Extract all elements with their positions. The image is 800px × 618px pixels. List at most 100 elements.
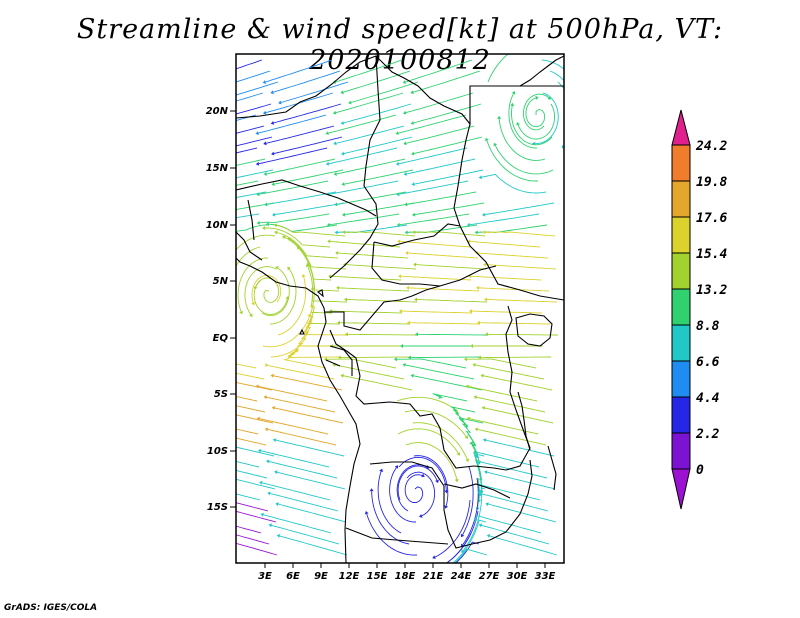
streamline-arrow	[476, 285, 480, 290]
streamline-arrow	[255, 131, 259, 135]
streamline	[267, 191, 337, 205]
colorbar-label: 13.2	[696, 283, 727, 298]
streamline-arrow	[379, 468, 383, 473]
streamline	[236, 202, 275, 210]
streamline-arrow	[535, 95, 539, 100]
streamline	[280, 81, 349, 103]
streamline	[508, 93, 538, 149]
streamline-arrow	[262, 80, 267, 84]
colorbar-label: 0	[696, 463, 704, 478]
lon-tick-label: 12E	[339, 571, 360, 582]
streamline	[236, 81, 279, 96]
streamline-arrow	[395, 161, 400, 166]
gabon-coast	[325, 345, 353, 376]
streamline-arrow	[474, 230, 478, 235]
streamline	[336, 125, 405, 144]
streamline	[274, 202, 345, 216]
streamline	[478, 252, 549, 259]
streamline	[261, 267, 290, 317]
streamline-arrow	[411, 182, 415, 186]
streamline	[236, 446, 275, 457]
streamline-arrow	[255, 161, 260, 166]
streamline	[475, 364, 545, 380]
streamline	[276, 224, 346, 237]
streamline-arrow	[189, 481, 192, 485]
streamline	[258, 147, 328, 165]
streamline-arrow	[474, 518, 478, 522]
lat-tick-label: 10N	[206, 220, 229, 231]
streamline	[274, 407, 344, 424]
streamline	[236, 59, 263, 70]
streamline-arrow	[395, 131, 399, 135]
streamline-arrow	[466, 416, 471, 421]
streamline-arrow	[260, 512, 264, 517]
streamline	[236, 414, 274, 424]
streamline-arrow	[408, 355, 411, 360]
streamline	[481, 173, 547, 194]
lake-victoria	[515, 313, 553, 347]
streamline-arrow	[477, 491, 482, 495]
streamline-arrow	[256, 220, 261, 225]
streamline-arrow	[394, 465, 399, 469]
streamline-arrow	[239, 310, 243, 315]
streamline-arrow	[272, 212, 276, 217]
west-africa-coast	[236, 199, 263, 261]
streamline-arrow	[574, 130, 578, 133]
streamline-arrow	[493, 142, 498, 147]
streamline	[517, 103, 556, 140]
streamline-arrow	[334, 230, 338, 235]
streamline-arrow	[485, 502, 489, 507]
streamline-arrow	[413, 262, 417, 267]
streamline	[486, 471, 556, 490]
streamline	[236, 136, 273, 147]
streamline-arrow	[307, 261, 311, 266]
lake-tanganyika	[517, 391, 531, 451]
streamline	[405, 442, 458, 480]
streamline-arrow	[207, 534, 210, 538]
streamline	[236, 405, 266, 413]
streamline	[236, 92, 264, 102]
lon-tick-label: 3E	[258, 571, 272, 582]
streamline-arrow	[306, 263, 310, 268]
streamline	[269, 268, 297, 325]
streamline	[473, 450, 540, 468]
streamline-arrow	[477, 320, 480, 325]
streamline	[259, 180, 329, 195]
lat-tick-label: 15S	[207, 502, 228, 513]
streamline	[259, 213, 330, 224]
border-sahara-north	[236, 55, 564, 126]
streamline	[303, 315, 348, 336]
streamline	[478, 461, 548, 479]
streamline	[485, 231, 556, 237]
streamline	[344, 202, 415, 216]
streamline	[276, 471, 346, 490]
streamline	[498, 118, 546, 161]
streamline-arrow	[249, 313, 253, 317]
streamline-arrow	[295, 348, 299, 352]
streamline	[260, 450, 330, 468]
border-namibia	[345, 527, 449, 545]
streamline	[261, 482, 331, 501]
streamline	[414, 169, 484, 185]
streamline	[469, 418, 539, 435]
streamline	[275, 439, 345, 457]
streamline-arrow	[484, 297, 488, 302]
streamline	[236, 493, 261, 501]
streamline-arrow	[480, 373, 484, 378]
streamline	[268, 461, 338, 479]
streamline	[266, 125, 335, 144]
streamline	[485, 439, 555, 457]
streamline	[263, 514, 332, 534]
streamline-arrow	[484, 137, 489, 142]
streamline-arrow	[259, 480, 263, 485]
streamline	[236, 180, 259, 186]
streamline	[468, 386, 538, 402]
streamline	[236, 428, 259, 435]
streamline-arrow	[341, 182, 345, 186]
streamline-arrow	[282, 235, 286, 240]
streamline	[236, 234, 276, 251]
streamline-arrow	[421, 473, 425, 478]
streamline-arrow	[478, 175, 483, 180]
colorbar-label: 15.4	[696, 247, 727, 262]
streamline-arrow	[340, 121, 345, 125]
